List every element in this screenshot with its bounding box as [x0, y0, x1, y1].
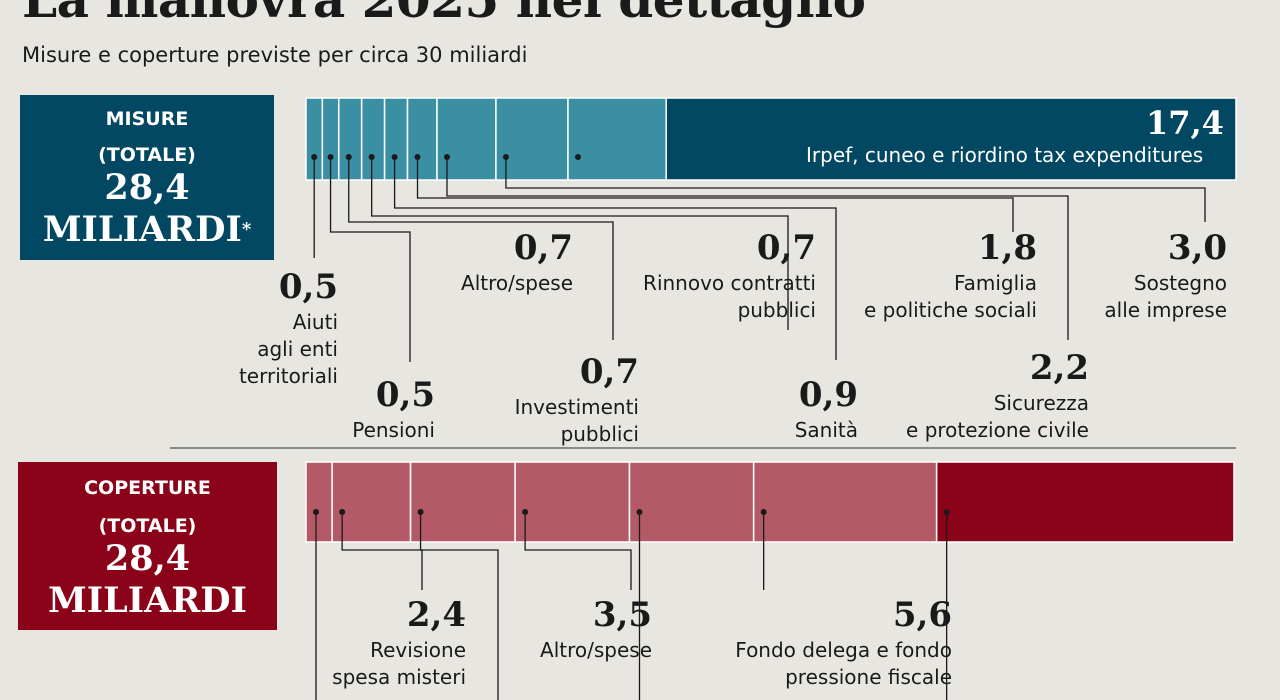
- caption-pensioni-line1: Pensioni: [352, 418, 435, 442]
- misure-bar-segment-2: [337, 97, 363, 181]
- caption-rinnovo-line1: Rinnovo contratti: [643, 271, 816, 295]
- coperture-total-label: (TOTALE): [98, 515, 197, 537]
- caption-pensioni: 0,5 Pensioni: [352, 373, 435, 444]
- misure-bar-dot-8: [574, 154, 581, 160]
- caption-revisione-value: 2,4: [406, 595, 466, 635]
- misure-bar-leader-6: [446, 157, 1069, 340]
- caption-aiuti: 0,5 Aiuti agli enti territoriali: [239, 265, 338, 390]
- caption-revisione-line1: Revisione: [370, 638, 466, 662]
- coperture-bar-segment-0: [305, 461, 333, 543]
- coperture-total-unit: MILIARDI: [47, 580, 248, 621]
- caption-famiglia: 1,8 Famiglia e politiche sociali: [864, 226, 1037, 324]
- coperture-bar-leader-3: [524, 512, 632, 590]
- caption-sicurezza-value: 2,2: [1029, 348, 1089, 388]
- caption-revisione-spesa: 2,4 Revisione spesa misteri: [332, 593, 466, 691]
- caption-pensioni-value: 0,5: [375, 375, 435, 415]
- caption-investimenti: 0,7 Investimenti pubblici: [515, 350, 639, 448]
- caption-sanita-line1: Sanità: [794, 418, 858, 442]
- misure-label: MISURE: [105, 108, 189, 130]
- irpef-value: 17,4: [1146, 104, 1224, 142]
- misure-bar-leader-4: [393, 157, 837, 360]
- coperture-bar-segment-6: [935, 461, 1235, 543]
- misure-bar-segment-6: [436, 97, 497, 181]
- caption-fondo-value: 5,6: [892, 595, 952, 635]
- caption-rinnovo-contratti: 0,7 Rinnovo contratti pubblici: [643, 226, 816, 324]
- caption-altro-spese-coperture-line1: Altro/spese: [540, 638, 652, 662]
- caption-aiuti-value: 0,5: [278, 267, 338, 307]
- caption-sostegno-value: 3,0: [1167, 228, 1227, 268]
- caption-fondo-delega: 5,6 Fondo delega e fondo pressione fisca…: [735, 593, 952, 691]
- caption-investimenti-line2: pubblici: [560, 422, 639, 446]
- misure-total-value: 28,4: [104, 167, 190, 208]
- caption-aiuti-line3: territoriali: [238, 364, 338, 388]
- caption-investimenti-line1: Investimenti: [514, 395, 639, 419]
- section-divider: [170, 447, 1236, 449]
- misure-bar-segment-4: [383, 97, 409, 181]
- misure-total-label: (TOTALE): [98, 144, 196, 166]
- irpef-label: Irpef, cuneo e riordino tax expenditures: [806, 143, 1204, 167]
- misure-bar-leader-3: [371, 157, 789, 330]
- misure-bar-leader-1: [329, 157, 411, 362]
- caption-altro-spese-coperture-value: 3,5: [592, 595, 652, 635]
- caption-aiuti-line2: agli enti: [257, 337, 338, 361]
- caption-sanita: 0,9 Sanità: [795, 373, 858, 444]
- misure-unit-text: MILIARDI: [42, 209, 242, 250]
- caption-sostegno-line1: Sostegno: [1133, 271, 1227, 295]
- caption-sanita-value: 0,9: [798, 375, 858, 415]
- caption-altro-spese-misure-value: 0,7: [513, 228, 573, 268]
- coperture-bar-segment-4: [628, 461, 755, 543]
- coperture-bar-segment-2: [409, 461, 516, 543]
- caption-aiuti-line1: Aiuti: [292, 310, 338, 334]
- misure-bar-segment-3: [360, 97, 386, 181]
- coperture-total-box: COPERTURE (TOTALE) 28,4 MILIARDI: [18, 462, 277, 630]
- misure-bar-segment-9: [665, 97, 1237, 181]
- misure-bar-leader-5: [416, 157, 1014, 232]
- misure-bar-leader-7: [505, 157, 1206, 222]
- caption-investimenti-value: 0,7: [579, 352, 639, 392]
- caption-altro-spese-misure-line1: Altro/spese: [461, 271, 573, 295]
- caption-revisione-line2: spesa misteri: [332, 665, 466, 689]
- caption-famiglia-line2: e politiche sociali: [863, 298, 1037, 322]
- coperture-bar-segment-5: [752, 461, 938, 543]
- caption-rinnovo-line2: pubblici: [737, 298, 816, 322]
- caption-fondo-line1: Fondo delega e fondo: [735, 638, 952, 662]
- misure-asterisk: *: [241, 219, 252, 240]
- coperture-bar-leader-1: [341, 512, 423, 590]
- misure-bar-segment-5: [406, 97, 438, 181]
- coperture-bar-segment-3: [514, 461, 631, 543]
- coperture-bar-segment-1: [331, 461, 412, 543]
- caption-sostegno-line2: alle imprese: [1104, 298, 1227, 322]
- coperture-total-value: 28,4: [104, 538, 191, 579]
- misure-total-unit: MILIARDI*: [20, 209, 274, 251]
- caption-sicurezza: 2,2 Sicurezza e protezione civile: [906, 346, 1089, 444]
- chart-title: La manovra 2025 nel dettaglio: [22, 0, 866, 29]
- caption-altro-spese-coperture: 3,5 Altro/spese: [540, 593, 652, 664]
- caption-sicurezza-line1: Sicurezza: [993, 391, 1089, 415]
- caption-rinnovo-value: 0,7: [756, 228, 816, 268]
- misure-total-box: MISURE (TOTALE) 28,4 MILIARDI*: [20, 95, 274, 260]
- misure-bar-leader-2: [348, 157, 614, 340]
- caption-sostegno: 3,0 Sostegno alle imprese: [1104, 226, 1227, 324]
- caption-fondo-line2: pressione fiscale: [785, 665, 952, 689]
- caption-famiglia-line1: Famiglia: [953, 271, 1037, 295]
- misure-bar-segment-7: [495, 97, 569, 181]
- coperture-bar-leader-2: [419, 512, 499, 700]
- chart-subtitle: Misure e coperture previste per circa 30…: [22, 43, 528, 67]
- caption-altro-spese-misure: 0,7 Altro/spese: [461, 226, 573, 297]
- misure-bar-segment-8: [567, 97, 667, 181]
- caption-sicurezza-line2: e protezione civile: [906, 418, 1089, 442]
- caption-famiglia-value: 1,8: [977, 228, 1037, 268]
- coperture-label: COPERTURE: [84, 477, 211, 499]
